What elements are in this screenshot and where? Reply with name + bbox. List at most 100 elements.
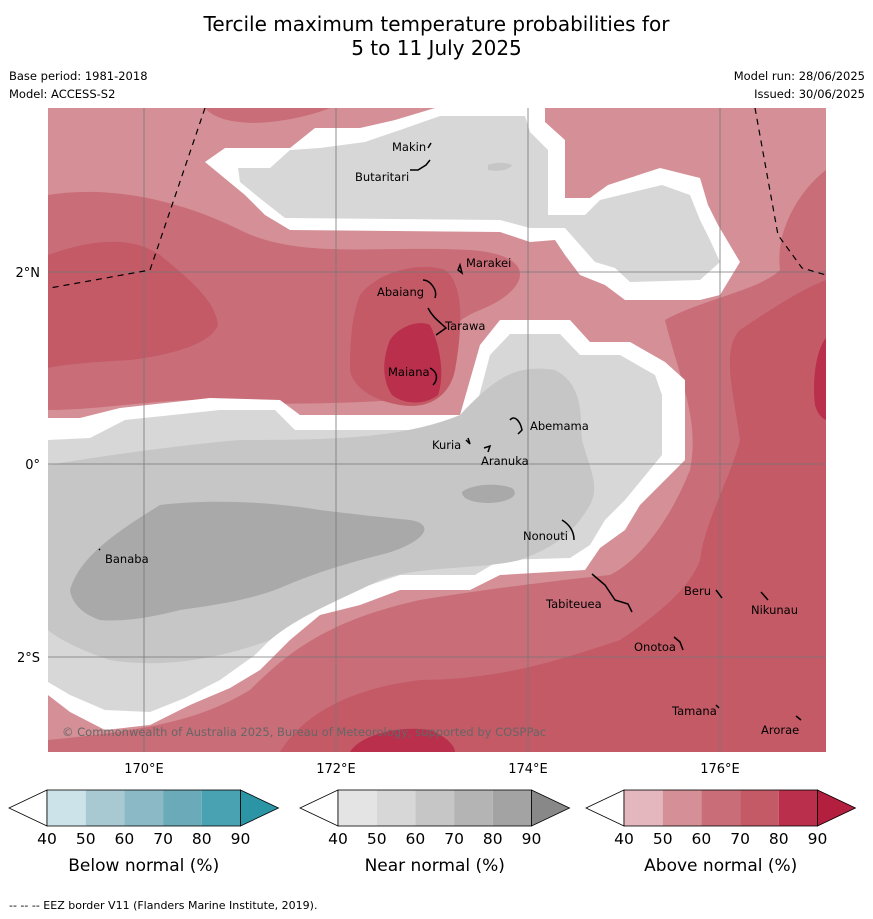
- colorbar-tick-label: 80: [769, 830, 789, 848]
- colorbar-tick-label: 60: [115, 830, 135, 848]
- lat-label-2n: 2°N: [16, 266, 41, 281]
- colorbar-tick-label: 60: [406, 830, 426, 848]
- island-tamana: [715, 704, 720, 709]
- colorbar-tick-label: 40: [328, 830, 348, 848]
- place-marakei: Marakei: [466, 256, 511, 270]
- colorbar-segment: [662, 790, 702, 826]
- island-beru: [715, 589, 723, 599]
- island-tarawa: [427, 307, 448, 336]
- island-nonouti: [561, 519, 575, 541]
- colorbar-3: 40 50 60 70 80 90 Above normal (%): [585, 789, 857, 876]
- above-70-80-west: [48, 241, 218, 368]
- island-kuria: [465, 437, 471, 445]
- lat-label-0: 0°: [25, 458, 40, 473]
- colorbar-over-triangle: [240, 789, 280, 827]
- island-maiana: [429, 367, 438, 386]
- island-nikunau: [760, 591, 769, 601]
- colorbar-tick-label: 40: [37, 830, 57, 848]
- place-banaba: Banaba: [105, 552, 149, 566]
- colorbar-segment: [47, 790, 86, 826]
- colorbar-tick-label: 50: [76, 830, 96, 848]
- meta-right: Model run: 28/06/2025 Issued: 30/06/2025: [734, 67, 865, 103]
- colorbar-segment: [338, 790, 377, 826]
- eez-border: [49, 108, 826, 289]
- colorbar-tick-label: 60: [692, 830, 712, 848]
- colorbar-tick-label: 90: [808, 830, 828, 848]
- colorbar-over-triangle: [531, 789, 571, 827]
- place-beru: Beru: [684, 584, 711, 598]
- lon-label-170e: 170°E: [124, 762, 164, 777]
- island-aranuka: [483, 444, 492, 453]
- colorbar-tick-label: 50: [367, 830, 387, 848]
- lat-label-2s: 2°S: [17, 651, 40, 666]
- place-makin: Makin: [392, 140, 426, 154]
- colorbar-tick-label: 80: [192, 830, 212, 848]
- colorbar-segment: [624, 790, 663, 826]
- near-40-50-north: [238, 116, 720, 282]
- lon-label-172e: 172°E: [316, 762, 356, 777]
- colorbar-2: 40 50 60 70 80 90 Near normal (%): [299, 789, 571, 876]
- above-70-80-east: [280, 280, 826, 752]
- colorbar-segment: [454, 790, 493, 826]
- copyright-notice: © Commonwealth of Australia 2025, Bureau…: [62, 725, 546, 739]
- above-80-90-east: [814, 338, 826, 420]
- place-arorae: Arorae: [761, 723, 799, 737]
- colorbar-segment: [85, 790, 125, 826]
- lon-label-174e: 174°E: [508, 762, 548, 777]
- colorbar-segment: [415, 790, 455, 826]
- place-nikunau: Nikunau: [751, 603, 798, 617]
- colorbar-segment: [778, 790, 818, 826]
- place-kuria: Kuria: [432, 438, 461, 452]
- island-makin: [427, 142, 432, 149]
- island-marakei: [457, 262, 464, 275]
- graticule: [48, 108, 826, 752]
- above-80-90-bottom: [350, 728, 455, 752]
- axis-labels: 170°E 172°E 174°E 176°E 2°N 0° 2°S: [16, 266, 740, 777]
- base-period: Base period: 1981-2018: [9, 69, 148, 83]
- colorbar-tick-label: 70: [153, 830, 173, 848]
- colorbar-tick-label: 50: [653, 830, 673, 848]
- colorbar-1: 40 50 60 70 80 90 Below normal (%): [8, 789, 280, 876]
- colorbar-tick-label: 90: [522, 830, 542, 848]
- colorbar-segment: [163, 790, 202, 826]
- model-name: Model: ACCESS-S2: [9, 87, 116, 101]
- above-80-90-center: [384, 323, 442, 403]
- island-outlines: [98, 142, 802, 721]
- meta-left: Base period: 1981-2018 Model: ACCESS-S2: [9, 67, 148, 103]
- place-aranuka: Aranuka: [481, 454, 529, 468]
- colorbar-under-triangle: [8, 789, 48, 827]
- place-butaritari: Butaritari: [355, 170, 409, 184]
- title-line-1: Tercile maximum temperature probabilitie…: [203, 12, 670, 36]
- colorbar-over-triangle: [817, 789, 857, 827]
- colorbar-tick-label: 90: [231, 830, 251, 848]
- place-tabiteuea: Tabiteuea: [545, 597, 602, 611]
- colorbar-tick-label: 80: [483, 830, 503, 848]
- island-banaba: [98, 548, 101, 551]
- island-butaritari: [410, 159, 431, 171]
- place-tamana: Tamana: [671, 704, 717, 718]
- colorbars: 40 50 60 70 80 90 Below normal (%) 40 50 60 70 80 90…: [8, 789, 857, 876]
- island-abemama: [509, 417, 523, 435]
- place-labels: Makin Butaritari Marakei Abaiang Tarawa …: [105, 140, 799, 737]
- model-run: Model run: 28/06/2025: [733, 69, 865, 83]
- island-arorae: [795, 715, 802, 721]
- eez-footnote: -- -- -- EEZ border V11 (Flanders Marine…: [9, 899, 318, 912]
- place-maiana: Maiana: [388, 365, 430, 379]
- map-title: Tercile maximum temperature probabilitie…: [0, 12, 873, 60]
- place-onotoa: Onotoa: [634, 640, 676, 654]
- above-60-70-east: [48, 170, 826, 752]
- island-tabiteuea: [591, 573, 633, 613]
- map-fill: Makin Butaritari Marakei Abaiang Tarawa …: [48, 108, 826, 752]
- place-tarawa: Tarawa: [444, 319, 485, 333]
- colorbar-under-triangle: [299, 789, 339, 827]
- colorbar-segment: [201, 790, 241, 826]
- lon-label-176e: 176°E: [700, 762, 740, 777]
- colorbar-title: Near normal (%): [365, 856, 505, 876]
- island-onotoa: [673, 636, 684, 651]
- colorbar-segment: [701, 790, 741, 826]
- colorbar-under-triangle: [585, 789, 625, 827]
- colorbar-segment: [376, 790, 416, 826]
- near-50-60-north: [488, 162, 512, 171]
- island-abaiang: [422, 279, 437, 299]
